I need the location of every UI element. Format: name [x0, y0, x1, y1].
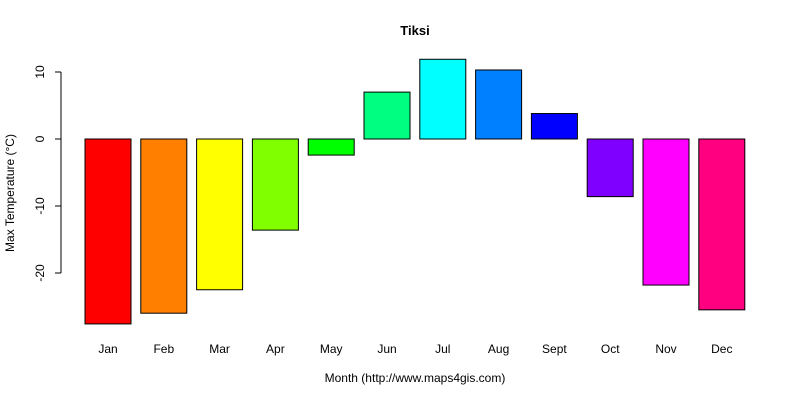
x-tick-label: Apr — [266, 342, 285, 356]
bar-sept — [530, 113, 578, 140]
bar-jan — [84, 138, 132, 325]
y-tick-label: 0 — [33, 135, 47, 142]
bar-apr — [251, 138, 299, 231]
x-tick-label: Oct — [601, 342, 620, 356]
x-tick-label: Mar — [209, 342, 230, 356]
bar-dec — [698, 138, 746, 311]
y-tick-label: -10 — [33, 197, 47, 215]
y-tick-label: 10 — [33, 65, 47, 79]
x-tick-label: Sept — [542, 342, 567, 356]
bar-aug — [475, 69, 523, 140]
x-tick-label: May — [320, 342, 343, 356]
bar-feb — [140, 138, 188, 314]
x-tick-labels: Jan Feb Mar Apr May Jun Jul Aug Sept Oct Nov Dec — [98, 342, 732, 356]
x-tick-label: Jan — [98, 342, 117, 356]
bar-jul — [419, 58, 467, 140]
bar-nov — [642, 138, 690, 286]
x-tick-label: Feb — [153, 342, 174, 356]
x-tick-label: Jul — [435, 342, 450, 356]
y-axis: -20 -10 0 10 — [33, 65, 62, 282]
chart-title: Tiksi — [400, 23, 429, 38]
bar-may — [307, 138, 355, 156]
y-axis-label: Max Temperature (°C) — [3, 134, 17, 252]
x-tick-label: Aug — [488, 342, 509, 356]
y-tick-label: -20 — [33, 264, 47, 282]
x-tick-label: Dec — [711, 342, 732, 356]
bar-mar — [196, 138, 244, 291]
bar-jun — [363, 91, 411, 140]
x-axis-label: Month (http://www.maps4gis.com) — [325, 371, 506, 385]
x-tick-label: Nov — [655, 342, 676, 356]
x-tick-label: Jun — [377, 342, 396, 356]
bar-oct — [586, 138, 634, 198]
bars-group — [84, 58, 746, 325]
